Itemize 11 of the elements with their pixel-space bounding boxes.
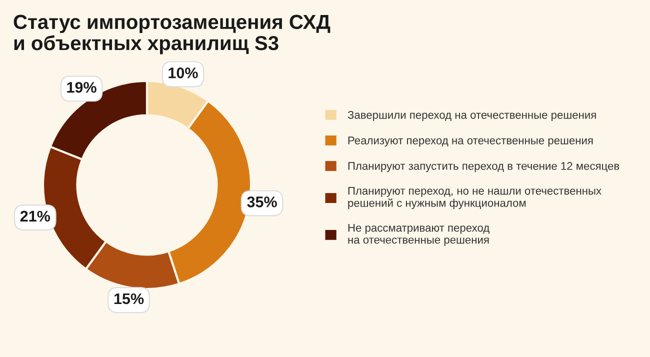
legend-label: Планируют запустить переход в течение 12 месяцев (348, 162, 620, 172)
legend-label: Планируют переход, но не нашли отечественных решений с нужным функционалом (348, 186, 602, 210)
legend-label: Не рассматривают переход на отечественные решения (348, 224, 490, 246)
data-label: 19% (67, 82, 96, 93)
data-label: 10% (168, 68, 198, 78)
data-label: 35% (247, 196, 277, 208)
chart-title: Статус импортозамещения СХД и объектных хранилищ S3 (14, 14, 330, 54)
data-label: 21% (20, 210, 50, 222)
legend-label: Реализуют переход на отечественные решения (348, 136, 593, 147)
data-label: 15% (114, 293, 144, 304)
legend-label: Завершили переход на отечественные решения (348, 110, 596, 122)
